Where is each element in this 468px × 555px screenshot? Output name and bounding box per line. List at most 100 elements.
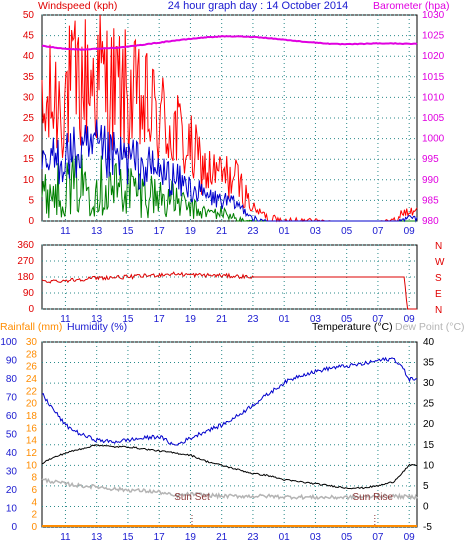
windspeed-tick-label: 30 <box>23 92 35 103</box>
dewpoint-line <box>41 477 418 501</box>
humidity-tick-label: 80 <box>6 374 18 385</box>
temperature-tick-label: 5 <box>423 481 429 492</box>
temperature-tick-label: 10 <box>423 460 435 471</box>
x-tick-label: 09 <box>404 226 416 237</box>
x-tick-label: 05 <box>341 314 353 325</box>
rainfall-tick-label: 10 <box>26 460 38 471</box>
x-tick-label: 23 <box>247 314 259 325</box>
x-tick-label: 07 <box>372 226 384 237</box>
rainfall-tick-label: 12 <box>26 448 38 459</box>
windspeed-tick-label: 20 <box>23 134 35 145</box>
windspeed-axis-title: Windspeed (kph) <box>38 0 117 12</box>
x-tick-label: 13 <box>91 532 103 543</box>
barometer-tick-label: 1015 <box>422 72 445 83</box>
direction-tick-label: 270 <box>17 256 34 267</box>
barometer-tick-label: 985 <box>422 195 439 206</box>
barometer-tick-label: 995 <box>422 154 439 165</box>
sunrise-label: Sun Rise <box>353 492 394 503</box>
x-tick-label: 23 <box>247 532 259 543</box>
rainfall-tick-label: 24 <box>26 374 38 385</box>
wind-barometer-panel: 0510152025303540455098098599099510001005… <box>23 10 445 237</box>
windspeed-tick-label: 0 <box>28 216 34 227</box>
x-tick-label: 05 <box>341 532 353 543</box>
rainfall-tick-label: 18 <box>26 411 38 422</box>
barometer-tick-label: 1030 <box>422 10 445 21</box>
temperature-tick-label: 25 <box>423 399 435 410</box>
x-tick-label: 19 <box>185 314 197 325</box>
barometer-tick-label: 1005 <box>422 113 445 124</box>
windspeed-tick-label: 5 <box>28 195 34 206</box>
windspeed-tick-label: 45 <box>23 31 35 42</box>
temperature-line <box>41 444 418 490</box>
compass-label: N <box>435 241 442 252</box>
temperature-tick-label: 0 <box>423 501 429 512</box>
humidity-tick-label: 100 <box>0 337 17 348</box>
rainfall-tick-label: 20 <box>26 399 38 410</box>
x-tick-label: 15 <box>122 532 134 543</box>
x-tick-label: 09 <box>404 314 416 325</box>
barometer-tick-label: 1000 <box>422 134 445 145</box>
x-tick-label: 13 <box>91 314 103 325</box>
direction-tick-label: 0 <box>28 304 34 315</box>
x-tick-label: 17 <box>154 314 166 325</box>
direction-tick-label: 180 <box>17 272 34 283</box>
compass-label: S <box>435 273 442 284</box>
x-tick-label: 05 <box>341 226 353 237</box>
humidity-tick-label: 40 <box>6 448 18 459</box>
rainfall-tick-label: 16 <box>26 423 38 434</box>
dewpoint-axis-title: Dew Point (°C) <box>395 321 465 333</box>
humidity-line <box>41 356 418 446</box>
x-tick-label: 11 <box>60 532 71 543</box>
rainfall-tick-label: 4 <box>31 497 37 508</box>
humidity-tick-label: 70 <box>6 393 18 404</box>
compass-label: N <box>435 305 442 316</box>
windspeed-tick-label: 40 <box>23 51 35 62</box>
humidity-tick-label: 30 <box>6 467 18 478</box>
rainfall-tick-label: 28 <box>26 349 38 360</box>
temperature-tick-label: 15 <box>423 440 435 451</box>
barometer-tick-label: 1025 <box>422 31 445 42</box>
sunset-label: Sun Set <box>174 492 210 503</box>
wind-average-line <box>41 119 418 223</box>
x-tick-label: 01 <box>279 314 291 325</box>
rainfall-tick-label: 0 <box>31 522 37 533</box>
windspeed-tick-label: 50 <box>23 10 35 21</box>
rainfall-tick-label: 2 <box>31 510 37 521</box>
rainfall-axis-title: Rainfall (mm) <box>0 321 62 333</box>
rainfall-tick-label: 8 <box>31 473 37 484</box>
temperature-tick-label: 20 <box>423 419 435 430</box>
windspeed-tick-label: 35 <box>23 72 35 83</box>
x-tick-label: 13 <box>91 226 103 237</box>
temperature-tick-label: 35 <box>423 358 435 369</box>
x-tick-label: 07 <box>372 532 384 543</box>
humidity-axis-title: Humidity (%) <box>67 321 127 333</box>
barometer-tick-label: 1010 <box>422 92 445 103</box>
barometer-line <box>41 35 418 51</box>
rainfall-tick-label: 30 <box>26 337 38 348</box>
x-tick-label: 07 <box>372 314 384 325</box>
rainfall-tick-label: 6 <box>31 485 37 496</box>
compass-label: E <box>435 289 442 300</box>
barometer-tick-label: 1020 <box>422 51 445 62</box>
temperature-humidity-panel: 0102030405060708090100024681012141618202… <box>0 337 434 543</box>
x-tick-label: 15 <box>122 314 134 325</box>
x-tick-label: 21 <box>216 226 228 237</box>
x-tick-label: 03 <box>310 532 322 543</box>
x-tick-label: 11 <box>60 314 71 325</box>
windspeed-tick-label: 10 <box>23 175 35 186</box>
humidity-tick-label: 50 <box>6 430 18 441</box>
x-tick-label: 01 <box>279 226 291 237</box>
windspeed-tick-label: 25 <box>23 113 35 124</box>
x-tick-label: 03 <box>310 314 322 325</box>
rainfall-tick-label: 26 <box>26 362 38 373</box>
x-tick-label: 03 <box>310 226 322 237</box>
humidity-tick-label: 0 <box>11 522 17 533</box>
wind-direction-line <box>41 271 417 310</box>
x-tick-label: 17 <box>154 226 166 237</box>
humidity-tick-label: 60 <box>6 411 18 422</box>
direction-tick-label: 90 <box>23 288 35 299</box>
x-tick-label: 19 <box>185 532 197 543</box>
x-tick-label: 15 <box>122 226 134 237</box>
